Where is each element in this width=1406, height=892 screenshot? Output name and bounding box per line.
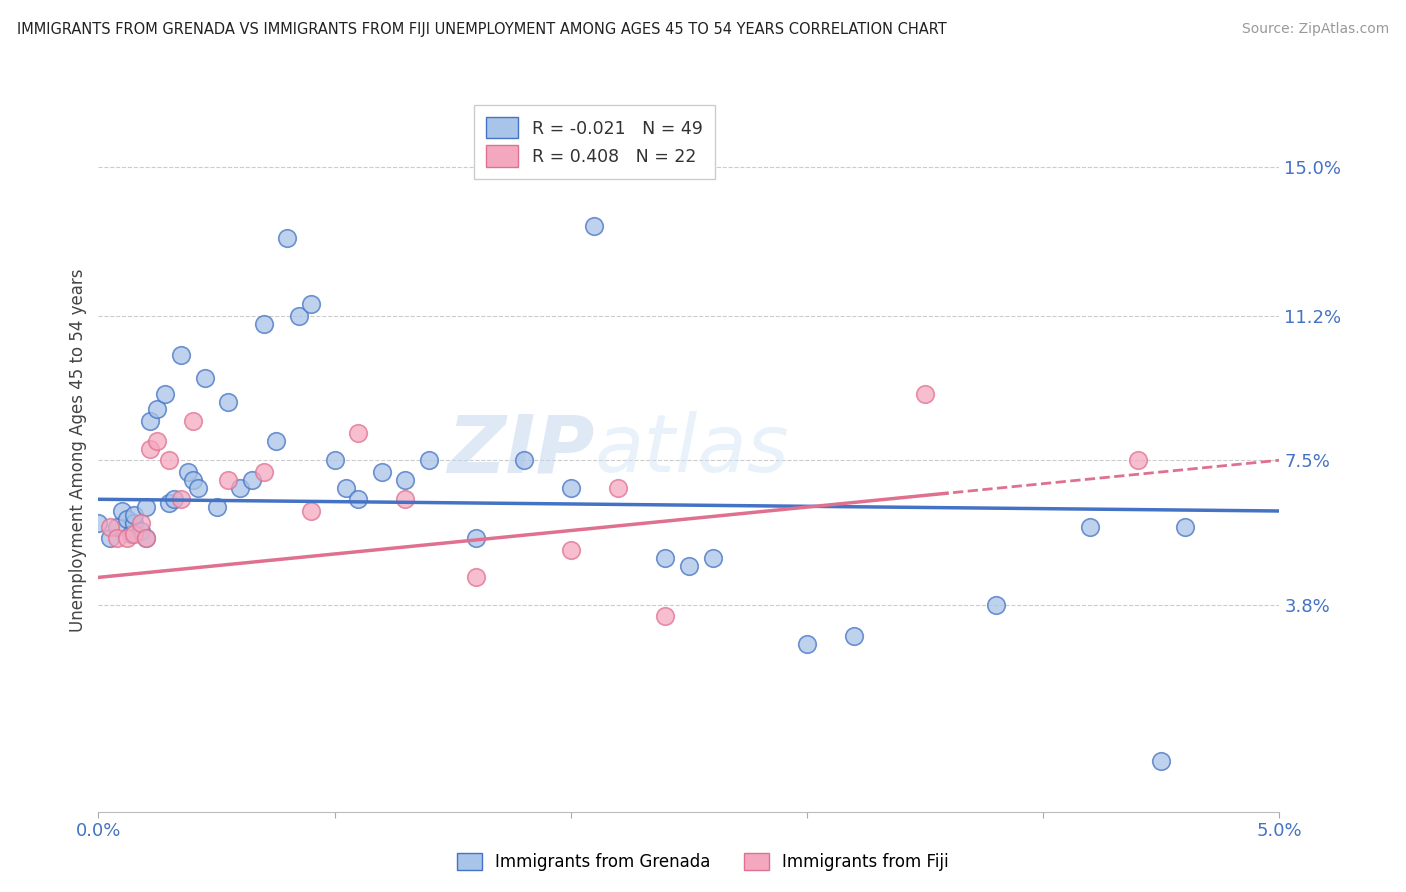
Point — [560, 543, 582, 558]
Point — [347, 425, 370, 440]
Point — [264, 434, 287, 448]
Point — [371, 465, 394, 479]
Point — [678, 558, 700, 573]
Point — [1174, 519, 1197, 533]
Point — [276, 230, 298, 244]
Point — [121, 527, 143, 541]
Point — [217, 473, 239, 487]
Text: Source: ZipAtlas.com: Source: ZipAtlas.com — [1241, 22, 1389, 37]
Point — [240, 473, 263, 487]
Point — [654, 550, 676, 565]
Point — [844, 629, 866, 643]
Point — [129, 524, 152, 538]
Point — [115, 512, 138, 526]
Point — [253, 465, 276, 479]
Point — [170, 348, 193, 362]
Point — [1126, 453, 1149, 467]
Point — [187, 481, 209, 495]
Point — [181, 473, 204, 487]
Point — [105, 519, 128, 533]
Point — [139, 414, 162, 428]
Point — [153, 387, 176, 401]
Text: IMMIGRANTS FROM GRENADA VS IMMIGRANTS FROM FIJI UNEMPLOYMENT AMONG AGES 45 TO 54: IMMIGRANTS FROM GRENADA VS IMMIGRANTS FR… — [17, 22, 946, 37]
Point — [1080, 519, 1102, 533]
Point — [135, 500, 157, 514]
Point — [98, 532, 121, 546]
Point — [418, 453, 440, 467]
Point — [122, 516, 145, 530]
Point — [560, 481, 582, 495]
Text: atlas: atlas — [595, 411, 789, 490]
Point — [253, 317, 276, 331]
Legend: Immigrants from Grenada, Immigrants from Fiji: Immigrants from Grenada, Immigrants from… — [449, 845, 957, 880]
Point — [394, 473, 416, 487]
Point — [157, 496, 180, 510]
Point — [217, 394, 239, 409]
Point — [139, 442, 162, 456]
Point — [465, 570, 488, 584]
Point — [98, 519, 121, 533]
Point — [87, 516, 110, 530]
Point — [122, 508, 145, 522]
Point — [335, 481, 357, 495]
Legend: R = -0.021   N = 49, R = 0.408   N = 22: R = -0.021 N = 49, R = 0.408 N = 22 — [474, 105, 714, 178]
Point — [205, 500, 228, 514]
Point — [122, 527, 145, 541]
Point — [163, 492, 186, 507]
Point — [181, 414, 204, 428]
Point — [194, 371, 217, 385]
Point — [115, 532, 138, 546]
Point — [347, 492, 370, 507]
Point — [288, 309, 311, 323]
Point — [135, 532, 157, 546]
Point — [229, 481, 252, 495]
Point — [146, 434, 169, 448]
Point — [135, 532, 157, 546]
Point — [796, 637, 818, 651]
Point — [323, 453, 346, 467]
Point — [170, 492, 193, 507]
Point — [512, 453, 534, 467]
Point — [129, 516, 152, 530]
Y-axis label: Unemployment Among Ages 45 to 54 years: Unemployment Among Ages 45 to 54 years — [69, 268, 87, 632]
Point — [654, 609, 676, 624]
Point — [607, 481, 630, 495]
Point — [146, 402, 169, 417]
Point — [157, 453, 180, 467]
Point — [583, 219, 606, 233]
Point — [111, 504, 134, 518]
Point — [984, 598, 1007, 612]
Point — [394, 492, 416, 507]
Point — [914, 387, 936, 401]
Point — [465, 532, 488, 546]
Point — [299, 504, 322, 518]
Point — [702, 550, 724, 565]
Point — [177, 465, 200, 479]
Text: ZIP: ZIP — [447, 411, 595, 490]
Point — [299, 297, 322, 311]
Point — [105, 532, 128, 546]
Point — [1150, 754, 1173, 768]
